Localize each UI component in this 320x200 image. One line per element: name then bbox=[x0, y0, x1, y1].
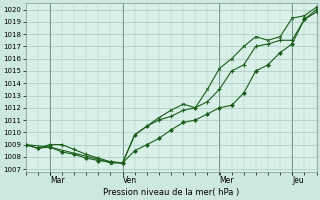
X-axis label: Pression niveau de la mer( hPa ): Pression niveau de la mer( hPa ) bbox=[103, 188, 239, 197]
